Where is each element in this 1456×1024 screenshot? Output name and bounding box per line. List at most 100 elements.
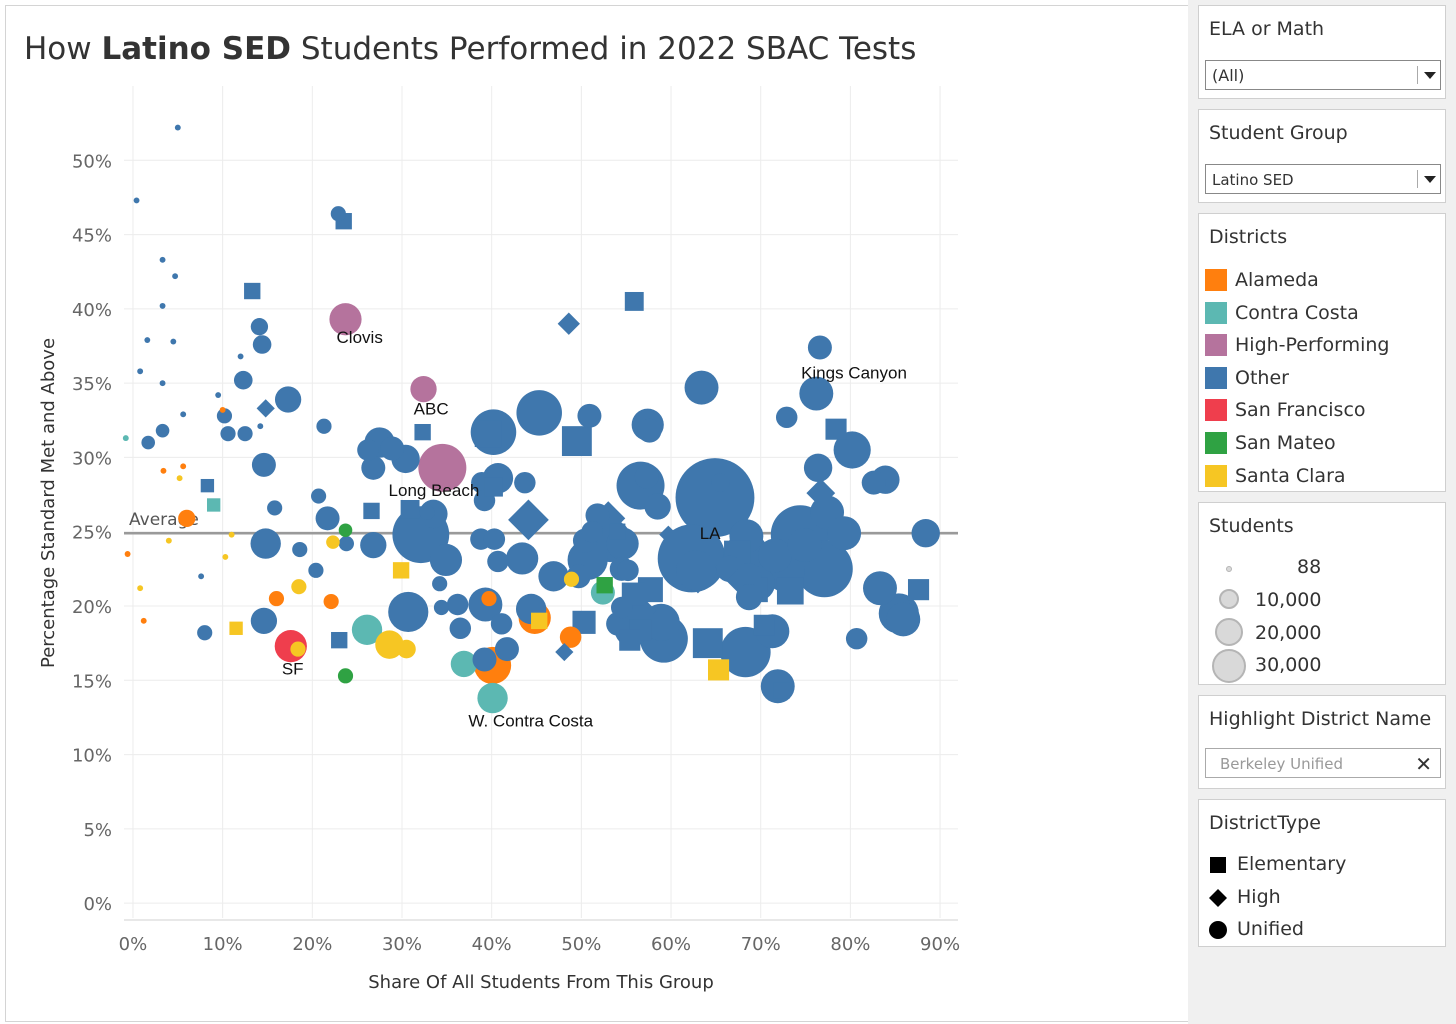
data-point[interactable] bbox=[433, 599, 450, 616]
data-point[interactable] bbox=[268, 590, 285, 607]
data-point[interactable] bbox=[323, 593, 339, 610]
data-point[interactable] bbox=[477, 682, 508, 714]
data-point[interactable] bbox=[644, 493, 671, 520]
data-point[interactable] bbox=[137, 368, 144, 375]
data-point[interactable] bbox=[863, 571, 897, 606]
data-point[interactable] bbox=[799, 376, 834, 411]
data-point[interactable] bbox=[174, 124, 181, 131]
data-point[interactable] bbox=[886, 602, 921, 637]
data-point[interactable] bbox=[316, 418, 332, 434]
data-point[interactable] bbox=[251, 452, 276, 477]
data-point[interactable] bbox=[577, 403, 602, 428]
data-point[interactable] bbox=[494, 637, 519, 662]
data-point[interactable] bbox=[418, 443, 467, 492]
data-point[interactable] bbox=[229, 621, 243, 635]
data-point[interactable] bbox=[619, 629, 641, 651]
data-point[interactable] bbox=[555, 642, 574, 662]
data-point[interactable] bbox=[198, 573, 205, 580]
data-point[interactable] bbox=[827, 516, 862, 551]
data-point[interactable] bbox=[155, 423, 170, 438]
data-point[interactable] bbox=[290, 641, 306, 657]
data-point[interactable] bbox=[329, 303, 362, 336]
data-point[interactable] bbox=[429, 543, 463, 577]
data-point[interactable] bbox=[124, 551, 131, 557]
data-point[interactable] bbox=[659, 525, 678, 544]
legend-high[interactable]: High bbox=[1209, 883, 1439, 911]
data-point[interactable] bbox=[144, 337, 151, 343]
data-point[interactable] bbox=[388, 591, 429, 633]
data-point[interactable] bbox=[487, 550, 509, 573]
data-point[interactable] bbox=[160, 467, 167, 474]
data-point[interactable] bbox=[250, 607, 278, 635]
legend-item-alameda[interactable]: Alameda bbox=[1205, 266, 1441, 294]
legend-item-santa-clara[interactable]: Santa Clara bbox=[1205, 462, 1441, 490]
data-point[interactable] bbox=[292, 541, 308, 558]
data-point[interactable] bbox=[338, 536, 354, 552]
data-point[interactable] bbox=[634, 464, 659, 489]
data-point[interactable] bbox=[375, 630, 404, 659]
legend-item-other[interactable]: Other bbox=[1205, 364, 1441, 392]
data-point[interactable] bbox=[159, 380, 166, 387]
data-point[interactable] bbox=[596, 577, 613, 594]
data-point[interactable] bbox=[907, 579, 930, 601]
data-point[interactable] bbox=[274, 386, 302, 413]
data-point[interactable] bbox=[775, 406, 798, 429]
data-point[interactable] bbox=[776, 577, 804, 605]
data-point[interactable] bbox=[845, 627, 868, 650]
data-point[interactable] bbox=[472, 647, 497, 672]
data-point[interactable] bbox=[360, 531, 387, 559]
data-point[interactable] bbox=[363, 502, 380, 520]
data-point[interactable] bbox=[256, 399, 275, 418]
legend-item-high-performing[interactable]: High-Performing bbox=[1205, 331, 1441, 359]
chevron-down-icon[interactable] bbox=[1410, 165, 1440, 193]
data-point[interactable] bbox=[449, 617, 472, 640]
data-point[interactable] bbox=[773, 682, 790, 699]
data-point[interactable] bbox=[516, 390, 562, 436]
data-point[interactable] bbox=[506, 542, 539, 575]
data-point[interactable] bbox=[609, 523, 626, 540]
data-point[interactable] bbox=[228, 531, 235, 538]
data-point[interactable] bbox=[483, 528, 506, 550]
data-point[interactable] bbox=[726, 569, 749, 592]
data-point[interactable] bbox=[122, 435, 129, 442]
data-point[interactable] bbox=[833, 431, 871, 469]
data-point[interactable] bbox=[220, 426, 236, 442]
data-point[interactable] bbox=[172, 273, 179, 280]
data-point[interactable] bbox=[351, 614, 383, 645]
data-point[interactable] bbox=[233, 370, 253, 390]
data-point[interactable] bbox=[257, 423, 264, 430]
ela-math-dropdown[interactable]: (All) bbox=[1205, 60, 1441, 90]
data-point[interactable] bbox=[557, 312, 580, 335]
data-point[interactable] bbox=[675, 458, 755, 537]
data-point[interactable] bbox=[787, 528, 822, 563]
data-point[interactable] bbox=[170, 338, 177, 345]
student-group-dropdown[interactable]: Latino SED bbox=[1205, 164, 1441, 194]
data-point[interactable] bbox=[291, 579, 307, 595]
data-point[interactable] bbox=[250, 528, 281, 559]
data-point[interactable] bbox=[315, 506, 340, 531]
data-point[interactable] bbox=[572, 610, 596, 634]
data-point[interactable] bbox=[133, 197, 140, 204]
data-point[interactable] bbox=[337, 668, 354, 684]
data-point[interactable] bbox=[559, 626, 582, 648]
data-point[interactable] bbox=[392, 562, 410, 579]
data-point[interactable] bbox=[563, 571, 580, 587]
data-point[interactable] bbox=[410, 375, 437, 403]
data-point[interactable] bbox=[308, 562, 324, 578]
data-point[interactable] bbox=[200, 478, 215, 493]
data-point[interactable] bbox=[708, 659, 730, 681]
close-icon[interactable]: ✕ bbox=[1415, 752, 1432, 776]
data-point[interactable] bbox=[141, 435, 156, 450]
data-point[interactable] bbox=[165, 537, 172, 544]
data-point[interactable] bbox=[331, 631, 348, 649]
data-point[interactable] bbox=[180, 411, 187, 418]
data-point[interactable] bbox=[338, 523, 353, 538]
data-point[interactable] bbox=[222, 554, 229, 560]
data-point[interactable] bbox=[753, 614, 775, 636]
data-point[interactable] bbox=[684, 370, 719, 405]
legend-unified[interactable]: Unified bbox=[1209, 915, 1439, 943]
data-point[interactable] bbox=[861, 470, 886, 495]
data-point[interactable] bbox=[432, 576, 448, 592]
data-point[interactable] bbox=[692, 628, 723, 659]
data-point[interactable] bbox=[514, 471, 536, 494]
